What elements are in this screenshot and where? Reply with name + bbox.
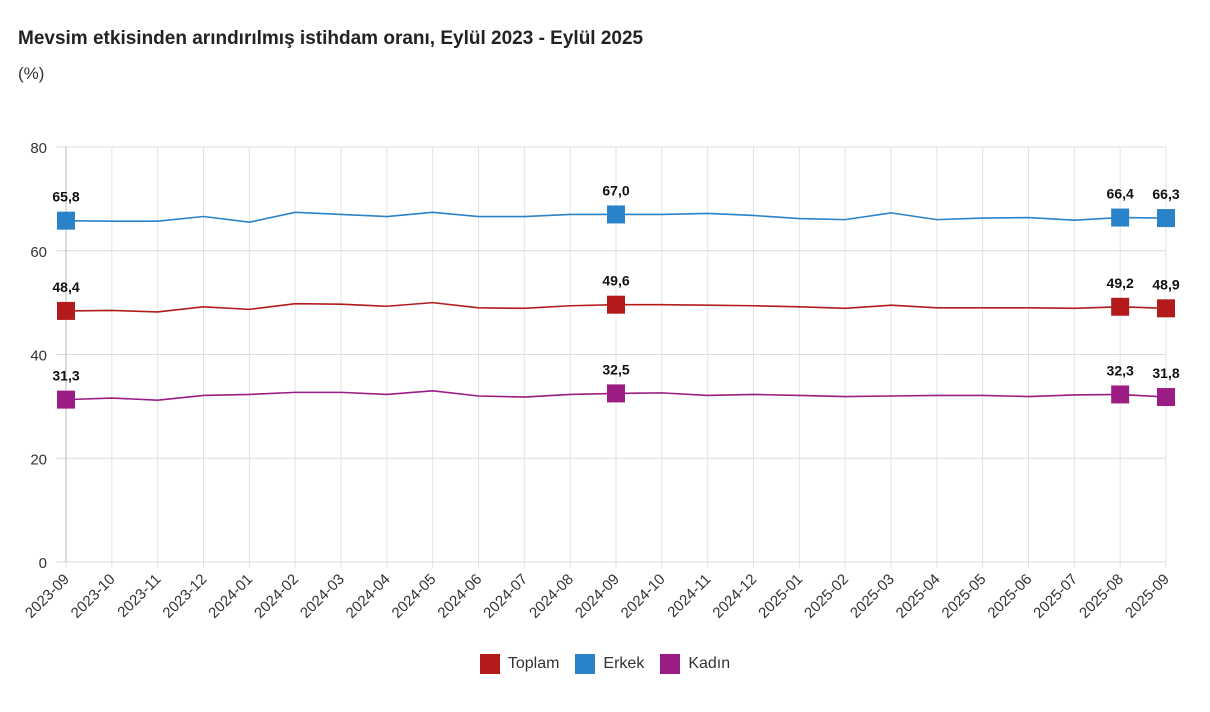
data-point-marker bbox=[1111, 385, 1130, 404]
data-point-marker bbox=[1111, 208, 1130, 227]
x-tick-label: 2023-10 bbox=[68, 571, 119, 622]
x-tick-label: 2025-06 bbox=[984, 571, 1035, 622]
y-tick-label: 60 bbox=[30, 244, 47, 261]
legend-item-erkek[interactable]: Erkek bbox=[575, 654, 644, 674]
data-label: 65,8 bbox=[52, 189, 79, 205]
x-tick-label: 2025-07 bbox=[1030, 571, 1081, 622]
x-tick-label: 2024-07 bbox=[480, 571, 531, 622]
line-chart: 2023-092023-102023-112023-122024-012024-… bbox=[22, 140, 1180, 622]
x-tick-label: 2025-03 bbox=[847, 571, 898, 622]
x-tick-label: 2023-11 bbox=[114, 571, 164, 621]
data-point-marker bbox=[57, 211, 75, 230]
data-point-marker bbox=[1157, 388, 1175, 407]
legend-label: Kadın bbox=[688, 655, 731, 672]
x-tick-label: 2024-11 bbox=[664, 571, 714, 621]
legend-label: Erkek bbox=[603, 655, 645, 672]
legend-swatch bbox=[575, 654, 596, 674]
data-label: 31,3 bbox=[52, 368, 79, 384]
data-label: 31,8 bbox=[1152, 365, 1179, 381]
legend-label: Toplam bbox=[507, 655, 560, 672]
data-point-marker bbox=[1111, 297, 1130, 316]
data-point-marker bbox=[1157, 209, 1175, 228]
x-tick-label: 2024-01 bbox=[205, 571, 256, 622]
x-tick-label: 2024-10 bbox=[618, 571, 669, 622]
x-tick-label: 2024-09 bbox=[572, 571, 623, 622]
x-tick-label: 2025-09 bbox=[1122, 571, 1173, 622]
x-tick-label: 2023-09 bbox=[22, 571, 73, 622]
data-label: 49,2 bbox=[1107, 275, 1134, 291]
data-label: 49,6 bbox=[602, 273, 629, 289]
x-tick-label: 2025-05 bbox=[939, 571, 990, 622]
y-tick-label: 80 bbox=[30, 140, 47, 157]
data-point-marker bbox=[607, 205, 625, 224]
legend: Toplam Erkek Kadın bbox=[0, 654, 1210, 674]
data-label: 32,3 bbox=[1107, 362, 1134, 378]
data-label: 66,3 bbox=[1152, 186, 1179, 202]
data-point-marker bbox=[607, 384, 625, 403]
chart-title: Mevsim etkisinden arındırılmış istihdam … bbox=[18, 28, 644, 49]
x-tick-label: 2025-08 bbox=[1076, 571, 1127, 622]
x-tick-label: 2024-08 bbox=[526, 571, 577, 622]
x-tick-label: 2024-06 bbox=[434, 571, 485, 622]
data-point-marker bbox=[1157, 299, 1175, 318]
legend-swatch bbox=[660, 654, 681, 674]
x-tick-label: 2024-05 bbox=[389, 571, 440, 622]
x-tick-label: 2024-04 bbox=[343, 571, 394, 622]
unit-label: (%) bbox=[18, 64, 45, 83]
data-point-marker bbox=[57, 390, 75, 409]
x-tick-label: 2025-02 bbox=[801, 571, 852, 622]
data-point-marker bbox=[607, 295, 625, 314]
legend-item-kadın[interactable]: Kadın bbox=[660, 654, 730, 674]
x-tick-label: 2025-04 bbox=[893, 571, 944, 622]
data-label: 66,4 bbox=[1107, 186, 1134, 202]
x-tick-label: 2024-02 bbox=[251, 571, 302, 622]
data-label: 67,0 bbox=[602, 182, 629, 198]
x-tick-label: 2025-01 bbox=[755, 571, 806, 622]
x-tick-label: 2024-12 bbox=[709, 571, 760, 622]
legend-swatch bbox=[479, 654, 500, 674]
y-tick-label: 0 bbox=[39, 555, 47, 572]
legend-item-toplam[interactable]: Toplam bbox=[479, 654, 560, 674]
y-tick-label: 20 bbox=[30, 451, 47, 468]
data-label: 32,5 bbox=[602, 361, 629, 377]
x-tick-label: 2024-03 bbox=[297, 571, 348, 622]
data-label: 48,9 bbox=[1152, 276, 1179, 292]
y-tick-label: 40 bbox=[30, 348, 47, 365]
x-tick-label: 2023-12 bbox=[159, 571, 210, 622]
data-label: 48,4 bbox=[52, 279, 79, 295]
data-point-marker bbox=[57, 301, 75, 320]
